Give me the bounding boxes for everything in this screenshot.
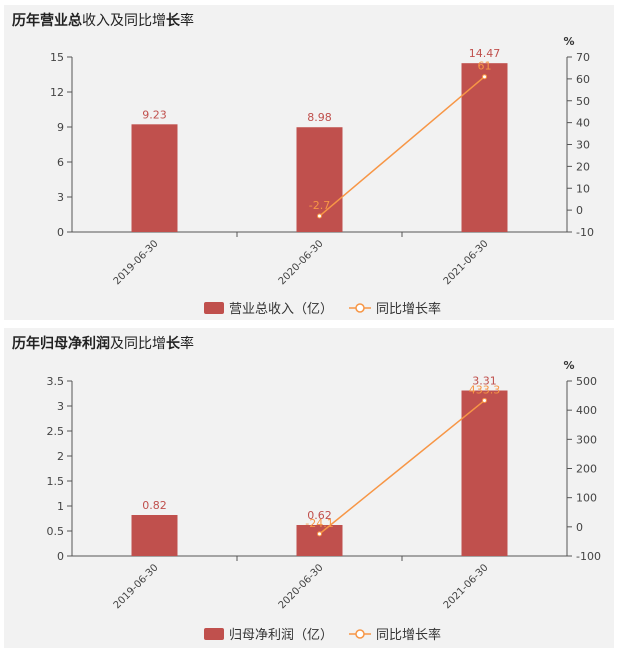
growth-value-label: 61 xyxy=(478,60,492,73)
y2-tick-label: 200 xyxy=(576,463,597,476)
growth-point xyxy=(482,397,487,403)
legend-bar-label: 营业总收入（亿） xyxy=(229,302,333,317)
y-tick-label: 2.5 xyxy=(47,425,65,438)
y2-tick-label: 50 xyxy=(576,95,590,108)
bar xyxy=(461,63,508,232)
y2-tick-label: 100 xyxy=(576,492,597,505)
chart-title: 历年归母净利润及同比增长率 xyxy=(12,336,194,352)
y-tick-label: 12 xyxy=(50,86,64,99)
y2-tick-label: 10 xyxy=(576,182,590,195)
y2-tick-label: 400 xyxy=(576,404,597,417)
y-tick-label: 2 xyxy=(57,450,64,463)
x-tick-label: 2020-06-30 xyxy=(277,562,326,611)
y2-tick-label: 40 xyxy=(576,117,590,130)
legend-line-label: 同比增长率 xyxy=(376,627,441,643)
bar-value-label: 9.23 xyxy=(142,108,167,121)
y2-tick-label: 500 xyxy=(576,375,597,388)
legend-line-marker xyxy=(355,303,365,313)
growth-value-label: -2.7 xyxy=(309,199,330,212)
bar xyxy=(131,124,178,232)
growth-line xyxy=(319,76,485,217)
x-tick-label: 2021-06-30 xyxy=(442,238,491,287)
y2-tick-label: 70 xyxy=(576,51,590,64)
growth-value-label: 433.3 xyxy=(469,383,501,396)
bar xyxy=(131,515,178,556)
growth-point xyxy=(482,74,487,80)
y-tick-label: 15 xyxy=(50,51,64,64)
revenue-chart: 0 3 6 9 12 15 -10 0 10 20 30 40 50 60 70% 2019-06-30 202… xyxy=(50,35,594,317)
y-tick-label: 6 xyxy=(57,156,64,169)
y2-tick-label: 60 xyxy=(576,73,590,86)
net-profit-chart-panel: 历年归母净利润及同比增长率 0 0.5 1 1.5 2 2.5 3 3.5 -100 0 100 20… xyxy=(4,328,614,648)
bar-value-label: 3.31 xyxy=(472,375,497,388)
legend-line-label: 同比增长率 xyxy=(376,301,441,317)
y2-tick-label: -10 xyxy=(576,226,594,239)
x-tick-label: 2019-06-30 xyxy=(112,562,161,611)
y2-unit-label: % xyxy=(563,359,574,372)
bar xyxy=(296,525,343,556)
y2-tick-label: 20 xyxy=(576,160,590,173)
bar-value-label: 0.62 xyxy=(307,509,332,522)
y2-tick-label: -100 xyxy=(576,550,601,563)
legend-line-marker xyxy=(355,629,365,639)
x-tick-label: 2021-06-30 xyxy=(442,562,491,611)
y-tick-label: 0 xyxy=(57,550,64,563)
y-tick-label: 3 xyxy=(57,191,64,204)
y-tick-label: 9 xyxy=(57,121,64,134)
growth-line xyxy=(319,399,485,535)
y2-tick-label: 30 xyxy=(576,139,590,152)
y-tick-label: 0 xyxy=(57,226,64,239)
net-profit-chart: 0 0.5 1 1.5 2 2.5 3 3.5 -100 0 100 200 300 400 500% 201… xyxy=(47,359,601,643)
y2-tick-label: 0 xyxy=(576,204,583,217)
chart-title: 历年营业总收入及同比增长率 xyxy=(12,13,194,29)
legend-bar-swatch xyxy=(204,302,224,314)
y-tick-label: 0.5 xyxy=(47,525,65,538)
y-tick-label: 1.5 xyxy=(47,475,65,488)
y2-tick-label: 300 xyxy=(576,433,597,446)
y-tick-label: 1 xyxy=(57,500,64,513)
y2-unit-label: % xyxy=(563,35,574,48)
bar-value-label: 8.98 xyxy=(307,111,332,124)
bar-value-label: 14.47 xyxy=(469,47,501,60)
revenue-chart-panel: 历年营业总收入及同比增长率 0 3 6 9 12 15 -10 0 10 20 30 40 50 60 70… xyxy=(4,5,614,320)
growth-point xyxy=(317,531,322,537)
growth-value-label: -24.1 xyxy=(305,517,333,530)
legend-bar-label: 归母净利润（亿） xyxy=(229,628,333,643)
x-tick-label: 2019-06-30 xyxy=(112,238,161,287)
bar xyxy=(461,390,508,556)
y-tick-label: 3 xyxy=(57,400,64,413)
bar-value-label: 0.82 xyxy=(142,499,167,512)
legend-bar-swatch xyxy=(204,628,224,640)
y-tick-label: 3.5 xyxy=(47,375,65,388)
y2-tick-label: 0 xyxy=(576,521,583,534)
x-tick-label: 2020-06-30 xyxy=(277,238,326,287)
growth-point xyxy=(317,213,322,219)
